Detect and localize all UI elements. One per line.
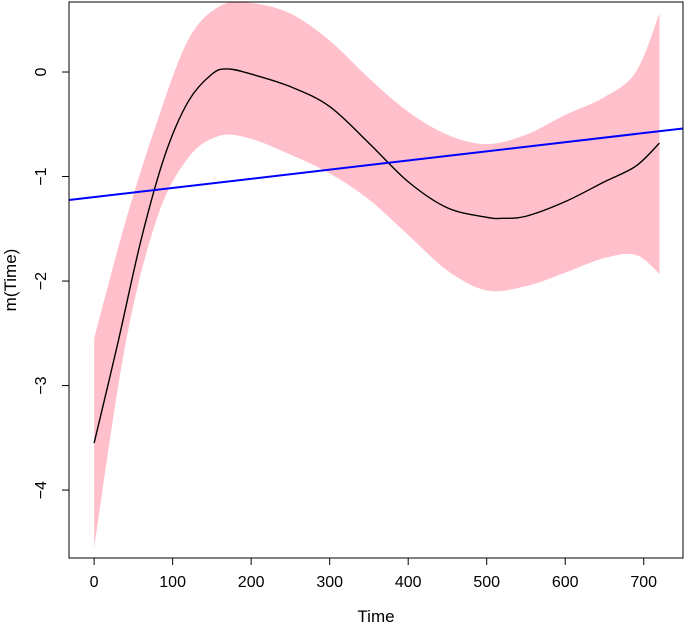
linear-fit-line xyxy=(69,127,683,202)
x-tick-label: 200 xyxy=(238,574,265,591)
x-tick-label: 300 xyxy=(316,574,343,591)
plot-area xyxy=(69,2,683,548)
x-tick-label: 0 xyxy=(90,574,99,591)
y-tick-label: −2 xyxy=(33,272,50,290)
y-tick-label: −4 xyxy=(33,481,50,499)
x-tick-label: 400 xyxy=(395,574,422,591)
x-tick-label: 100 xyxy=(159,574,186,591)
y-axis: 0 −1 −2 −3 −4 xyxy=(33,67,70,499)
x-axis-label: Time xyxy=(357,607,394,626)
x-tick-label: 500 xyxy=(473,574,500,591)
x-axis: 0 100 200 300 400 500 600 700 xyxy=(90,557,657,591)
smooth-fit-line xyxy=(93,68,660,444)
x-tick-label: 600 xyxy=(552,574,579,591)
y-tick-label: 0 xyxy=(33,67,50,76)
y-tick-label: −1 xyxy=(33,167,50,185)
confidence-band xyxy=(94,2,660,548)
y-axis-label: m(Time) xyxy=(1,249,20,312)
y-tick-label: −3 xyxy=(33,376,50,394)
x-tick-label: 700 xyxy=(630,574,657,591)
